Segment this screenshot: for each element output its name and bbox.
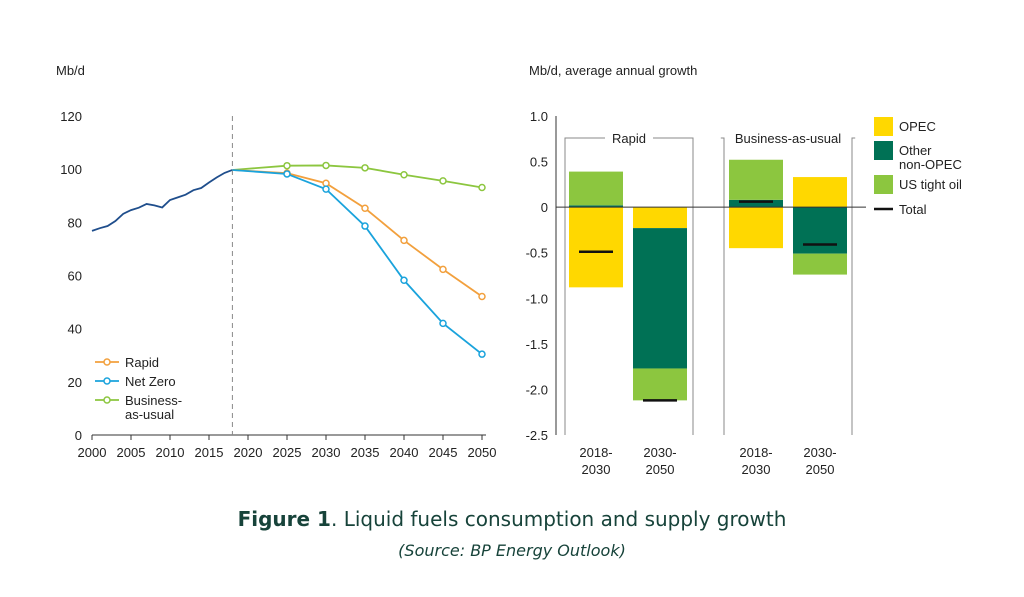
x-tick-label: 2020 (234, 445, 263, 460)
y-tick-label: -0.5 (526, 246, 548, 261)
y-tick-label: 0 (75, 428, 82, 443)
y-tick-label: 120 (60, 109, 82, 124)
x-tick-label: 2045 (429, 445, 458, 460)
legend-marker (103, 377, 111, 385)
x-tick-label: 2030 (312, 445, 341, 460)
data-point-rapid (361, 204, 369, 212)
figure-caption: Figure 1. Liquid fuels consumption and s… (0, 507, 1024, 531)
x-category-label: 2018- (579, 445, 612, 460)
bar-segment-us-tight-oil (793, 253, 847, 275)
bar-segment-other-non-opec (633, 228, 687, 369)
series-line-rapid (232, 169, 483, 298)
bar-segment-other-non-opec (793, 207, 847, 254)
figure-source: (Source: BP Energy Outlook) (398, 541, 626, 560)
history-line (91, 169, 233, 232)
x-category-label: 2050 (806, 462, 835, 477)
legend-label: Business- (125, 393, 182, 408)
x-category-label: 2018- (739, 445, 772, 460)
bar-segment-opec (569, 207, 623, 288)
group-label: Rapid (612, 131, 646, 146)
y-tick-label: 80 (68, 215, 82, 230)
y-tick-label: -1.5 (526, 337, 548, 352)
x-tick-label: 2000 (78, 445, 107, 460)
y-tick-label: 100 (60, 162, 82, 177)
bar-segment-us-tight-oil (729, 159, 783, 200)
bar-segment-opec (729, 207, 783, 249)
group-frame (564, 137, 694, 435)
y-tick-label: 20 (68, 375, 82, 390)
y-axis-title: Mb/d, average annual growth (529, 63, 697, 78)
x-tick-label: 2005 (117, 445, 146, 460)
x-tick-label: 2010 (156, 445, 185, 460)
bar-segment-opec (793, 177, 847, 208)
y-tick-label: 60 (68, 269, 82, 284)
data-point-net-zero (283, 170, 291, 178)
legend-marker (103, 358, 111, 366)
group-label: Business-as-usual (735, 131, 841, 146)
legend-swatch (874, 141, 893, 160)
group-frame (720, 137, 856, 435)
data-point-rapid (439, 265, 447, 274)
legend-swatch (874, 117, 893, 136)
x-tick-label: 2050 (468, 445, 497, 460)
legend-label: US tight oil (899, 177, 962, 192)
legend-marker (103, 396, 111, 404)
legend-label: Net Zero (125, 374, 176, 389)
x-category-label: 2030 (582, 462, 611, 477)
bar-segment-other-non-opec (569, 205, 623, 208)
y-tick-label: -1.0 (526, 291, 548, 306)
data-point-business-as-usual (283, 161, 291, 170)
x-tick-label: 2025 (273, 445, 302, 460)
legend-label: OPEC (899, 119, 936, 134)
legend-swatch (874, 175, 893, 194)
x-category-label: 2030- (803, 445, 836, 460)
bar-segment-us-tight-oil (633, 368, 687, 401)
y-tick-label: 0 (541, 200, 548, 215)
figure-title: . Liquid fuels consumption and supply gr… (330, 507, 787, 531)
legend-label: Total (899, 202, 927, 217)
data-point-net-zero (478, 350, 486, 358)
legend-label: as-usual (125, 407, 174, 422)
y-tick-label: -2.5 (526, 428, 548, 443)
y-tick-label: -2.0 (526, 382, 548, 397)
supply-growth-bar-chart: Mb/d, average annual growth 1.0 0.5 0 -0.5 -1… (526, 63, 962, 477)
x-tick-label: 2040 (390, 445, 419, 460)
x-category-label: 2030 (742, 462, 771, 477)
data-point-rapid (478, 292, 486, 301)
x-tick-label: 2015 (195, 445, 224, 460)
data-point-net-zero (400, 276, 408, 285)
data-point-business-as-usual (361, 164, 369, 172)
data-point-business-as-usual (400, 170, 408, 179)
y-axis-title: Mb/d (56, 63, 85, 78)
figure-label: Figure 1 (237, 507, 331, 531)
x-category-label: 2050 (646, 462, 675, 477)
y-tick-label: 1.0 (530, 109, 548, 124)
x-tick-label: 2035 (351, 445, 380, 460)
data-point-rapid (400, 236, 408, 245)
bar-segment-other-non-opec (729, 199, 783, 208)
bar-segment-us-tight-oil (569, 171, 623, 206)
legend-label: non-OPEC (899, 157, 962, 172)
legend-label: Other (899, 143, 932, 158)
data-point-net-zero (322, 185, 330, 193)
data-point-net-zero (361, 222, 369, 230)
x-category-label: 2030- (643, 445, 676, 460)
bar-segment-opec (633, 207, 687, 229)
data-point-business-as-usual (478, 183, 486, 192)
legend-label: Rapid (125, 355, 159, 370)
y-tick-label: 40 (68, 322, 82, 337)
data-point-business-as-usual (439, 177, 447, 185)
data-point-business-as-usual (322, 161, 330, 170)
data-point-net-zero (439, 319, 447, 328)
y-tick-label: 0.5 (530, 155, 548, 170)
